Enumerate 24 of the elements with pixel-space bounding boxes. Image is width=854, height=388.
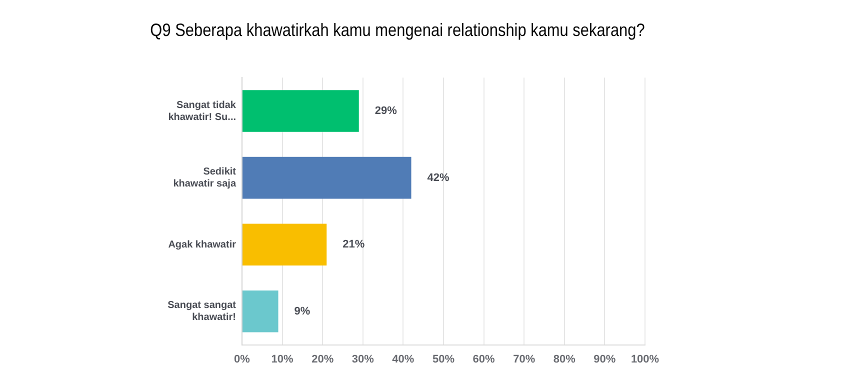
x-tick-label: 100% xyxy=(630,353,660,366)
x-tick-label: 60% xyxy=(472,353,496,366)
x-tick-label: 10% xyxy=(271,353,294,366)
chart-title: Q9 Seberapa khawatirkah kamu mengenai relationship kamu sekarang? xyxy=(150,20,645,40)
x-tick-label: 90% xyxy=(594,353,616,366)
x-tick-label: 30% xyxy=(352,353,374,366)
y-tick-label: Sangat tidak khawatir! Su... xyxy=(168,100,236,123)
data-label: 42% xyxy=(427,172,450,184)
x-tick-label: 20% xyxy=(312,353,334,366)
y-tick-label: Sedikit khawatir saja xyxy=(173,166,237,190)
data-label: 29% xyxy=(374,105,398,118)
y-tick-label: Agak khawatir xyxy=(168,239,236,250)
x-tick-label: 0% xyxy=(234,353,250,366)
bar xyxy=(242,290,278,332)
x-tick-label: 80% xyxy=(553,353,576,366)
x-tick-label: 70% xyxy=(513,353,536,366)
x-tick-label: 50% xyxy=(432,353,455,366)
x-tick-label: 40% xyxy=(392,353,414,366)
y-tick-label: Sangat sangat khawatir! xyxy=(168,300,237,324)
data-label: 9% xyxy=(294,305,310,318)
data-label: 21% xyxy=(342,238,365,251)
bar xyxy=(242,156,412,199)
bar xyxy=(242,224,327,266)
bar xyxy=(242,90,359,132)
